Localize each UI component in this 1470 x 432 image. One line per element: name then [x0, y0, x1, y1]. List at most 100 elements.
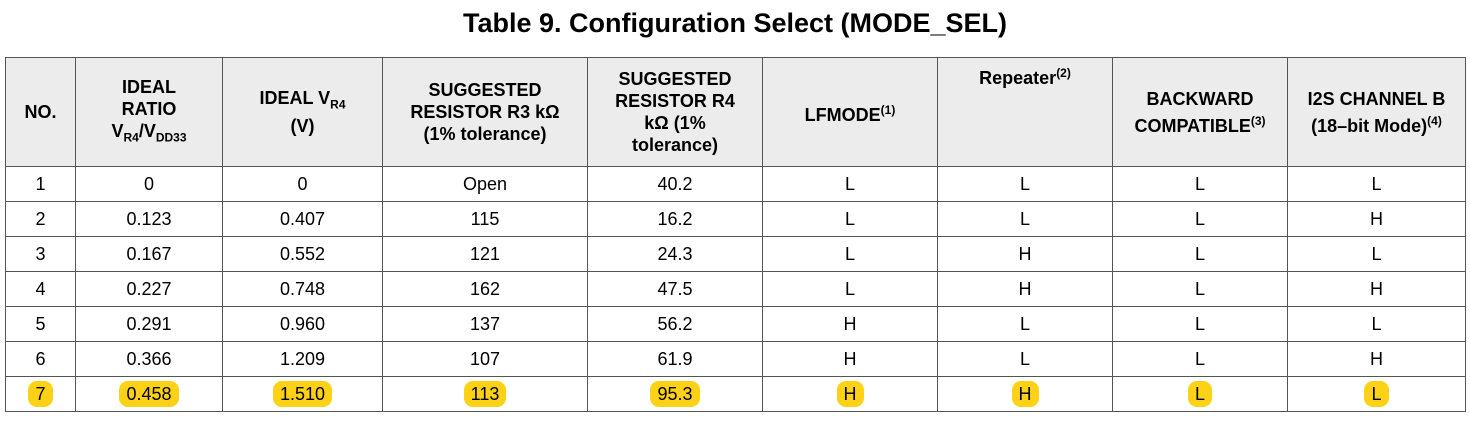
table-cell: 0.458 — [75, 376, 223, 412]
table-row: 1 0 0 Open 40.2 L L L L — [5, 166, 1466, 202]
table-cell: H — [937, 271, 1113, 307]
table-cell: H — [937, 376, 1113, 412]
table-cell: 0.167 — [75, 236, 223, 272]
header-text: RESISTOR R3 kΩ — [410, 102, 560, 122]
cell-text: 3 — [35, 243, 46, 264]
table-cell: 0.227 — [75, 271, 223, 307]
cell-text: 115 — [470, 208, 500, 229]
cell-text: L — [1371, 313, 1382, 334]
cell-text: H — [836, 380, 864, 407]
table-cell: Open — [382, 166, 588, 202]
table-cell: 0.366 — [75, 341, 223, 377]
table-row: 4 0.227 0.748 162 47.5 L H L H — [5, 271, 1466, 307]
cell-text: 0.291 — [126, 313, 172, 334]
table-cell: 2 — [5, 201, 76, 237]
header-sup: (1) — [880, 102, 896, 117]
cell-text: H — [1018, 243, 1032, 264]
table-cell: 1.510 — [222, 376, 383, 412]
cell-text: 16.2 — [657, 208, 693, 229]
cell-text: 4 — [35, 278, 46, 299]
cell-text: L — [1194, 173, 1205, 194]
table-cell: 0.123 — [75, 201, 223, 237]
table-cell: 0.552 — [222, 236, 383, 272]
table-cell: L — [1287, 376, 1466, 412]
header-text: COMPATIBLE — [1134, 115, 1251, 136]
cell-text: 0.407 — [279, 208, 326, 229]
header-cell: NO. — [5, 57, 76, 167]
table-cell: L — [1287, 236, 1466, 272]
header-cell: Repeater(2) — [937, 57, 1113, 167]
table-cell: H — [762, 341, 938, 377]
table-cell: 121 — [382, 236, 588, 272]
cell-text: 95.3 — [650, 380, 700, 407]
table-cell: 24.3 — [587, 236, 763, 272]
table-cell: L — [937, 201, 1113, 237]
header-cell: SUGGESTED RESISTOR R4 kΩ (1% tolerance) — [587, 57, 763, 167]
header-cell: IDEAL RATIO VR4/VDD33 — [75, 57, 223, 167]
header-text: SUGGESTED — [428, 80, 542, 100]
cell-text: 107 — [469, 348, 501, 369]
cell-text: L — [1019, 208, 1030, 229]
cell-text: 47.5 — [657, 278, 693, 299]
cell-text: 0 — [297, 173, 308, 194]
table-cell: 0.960 — [222, 306, 383, 342]
table-cell: H — [762, 376, 938, 412]
table-cell: L — [1112, 306, 1288, 342]
cell-text: L — [1194, 278, 1205, 299]
table-cell: 113 — [382, 376, 588, 412]
cell-text: 0.227 — [126, 278, 172, 299]
header-text: BACKWARD — [1146, 88, 1254, 109]
table-cell: 0.291 — [75, 306, 223, 342]
cell-text: 0.366 — [126, 348, 172, 369]
table-row: 5 0.291 0.960 137 56.2 H L L L — [5, 306, 1466, 342]
table-cell: L — [937, 306, 1113, 342]
cell-text: 24.3 — [657, 243, 693, 264]
table-cell: 1.209 — [222, 341, 383, 377]
header-sup: (4) — [1427, 113, 1442, 128]
table-cell: 95.3 — [587, 376, 763, 412]
cell-text: 56.2 — [657, 313, 693, 334]
cell-text: 137 — [469, 313, 501, 334]
table-cell: 0.407 — [222, 201, 383, 237]
table-title: Table 9. Configuration Select (MODE_SEL) — [462, 8, 1008, 38]
header-text: (18–bit Mode) — [1311, 115, 1428, 136]
table-cell: L — [1112, 376, 1288, 412]
cell-text: 0.167 — [126, 243, 172, 264]
table-cell: H — [1287, 201, 1466, 237]
table-cell: 137 — [382, 306, 588, 342]
cell-text: L — [1371, 173, 1382, 194]
header-sub: R4 — [123, 130, 139, 145]
table-cell: 115 — [382, 201, 588, 237]
table-cell: L — [1112, 201, 1288, 237]
cell-text: 1 — [35, 173, 46, 194]
header-cell: IDEAL VR4 (V) — [222, 57, 383, 167]
table-row: 2 0.123 0.407 115 16.2 L L L H — [5, 201, 1466, 237]
table-cell: H — [937, 236, 1113, 272]
header-text: I2S CHANNEL B — [1307, 88, 1446, 109]
header-text: kΩ (1% — [644, 113, 706, 133]
header-text: V — [111, 120, 124, 141]
cell-text: L — [1194, 243, 1205, 264]
cell-text: L — [1194, 208, 1205, 229]
header-text: (1% tolerance) — [423, 124, 547, 144]
header-text: Repeater — [979, 68, 1057, 88]
table-cell: L — [937, 341, 1113, 377]
cell-text: H — [843, 348, 857, 369]
cell-text: 121 — [469, 243, 501, 264]
table-cell: L — [1287, 306, 1466, 342]
cell-text: 61.9 — [657, 348, 693, 369]
table-cell: 3 — [5, 236, 76, 272]
header-sup: (2) — [1056, 66, 1071, 80]
header-cell: BACKWARD COMPATIBLE(3) — [1112, 57, 1288, 167]
cell-text: H — [1011, 380, 1039, 407]
cell-text: 162 — [469, 278, 501, 299]
cell-text: 0 — [143, 173, 154, 194]
cell-text: 0.123 — [126, 208, 172, 229]
cell-text: 0.748 — [279, 278, 326, 299]
table-cell: L — [762, 166, 938, 202]
header-text: RATIO — [121, 98, 177, 119]
header-sub: R4 — [330, 97, 346, 112]
table-row: 3 0.167 0.552 121 24.3 L H L L — [5, 236, 1466, 272]
cell-text: 6 — [35, 348, 46, 369]
cell-text: L — [1194, 313, 1205, 334]
